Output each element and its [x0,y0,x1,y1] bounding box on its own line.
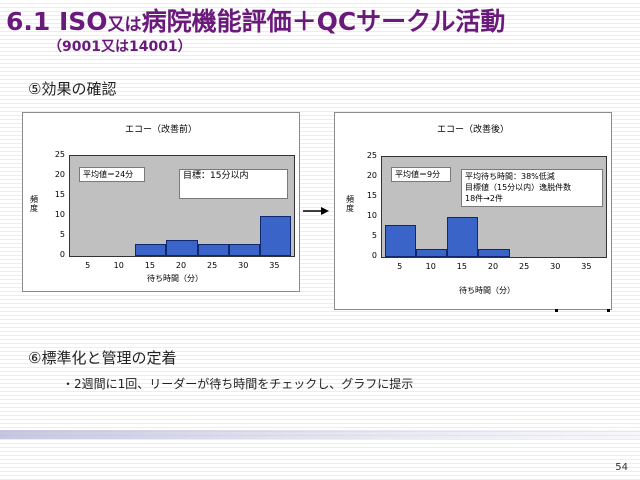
chart-before-xtick: 10 [113,261,124,270]
chart-after-bar [447,217,479,257]
title-connector: 又は [107,15,142,35]
chart-after-ylabel: 頻度 [346,195,354,213]
chart-after-xtick: 35 [581,262,592,271]
chart-before-title: エコー（改善前） [124,125,197,135]
chart-before-bar [197,244,229,256]
chart-after-note-box: 平均待ち時間：38%低減 目標値（15分以内）逸脱件数 18件→2件 [461,169,603,207]
chart-before-target: 目標：15分以内 [183,171,249,181]
chart-before-mean-box: 平均値＝24分 [79,167,145,182]
chart-before-mean: 平均値＝24分 [83,170,134,179]
chart-after-ytick: 20 [366,171,377,180]
chart-before-xtick: 20 [175,261,187,270]
chart-before-ytick: 5 [59,230,65,239]
bullet-item: ・2週間に1回、リーダーが待ち時間をチェックし、グラフに提示 [62,377,414,391]
chart-after-ytick: 15 [366,191,377,200]
chart-after-note-line2: 目標値（15分以内）逸脱件数 [465,183,572,192]
chart-before-panel: エコー（改善前） 頻度 待ち時間（分） 平均値＝24分 目標：15分以内 0 5 1… [22,112,300,292]
chart-after-ytick: 25 [366,151,377,160]
slide-title: 6.1 ISO又は病院機能評価＋QCサークル活動 [6,2,505,38]
chart-after-xtick: 10 [425,262,436,271]
chart-after-xtick: 15 [456,262,467,271]
chart-after-note-line1: 平均待ち時間：38%低減 [465,172,555,181]
chart-after-xtick: 25 [519,262,530,271]
chart-after-xtick: 20 [487,262,499,271]
chart-before-ytick: 10 [54,210,65,219]
chart-after-note-line3: 18件→2件 [465,194,503,203]
chart-after-xlabel: 待ち時間（分） [459,286,515,295]
chart-before-ylabel: 頻度 [30,195,38,213]
chart-before-xtick: 35 [269,261,280,270]
slide-subtitle: （9001又は14001） [48,39,192,55]
chart-after-bar [385,225,417,257]
chart-after-bar [478,249,510,257]
chart-after-ytick: 0 [371,251,377,260]
marker-dot [607,309,610,312]
right-arrow-icon [303,207,329,215]
chart-before-ytick: 20 [54,170,65,179]
page-number: 54 [615,462,628,473]
chart-before-bar [259,216,291,256]
chart-after-xtick: 30 [550,262,561,271]
title-main: 病院機能評価＋QCサークル活動 [141,7,506,36]
chart-after-ytick: 5 [371,231,377,240]
footer-decoration [0,430,640,439]
chart-after-ytick: 10 [366,211,377,220]
chart-after-xtick: 5 [397,262,403,271]
chart-before-ytick: 15 [54,190,65,199]
title-number: 6.1 ISO [6,7,108,36]
chart-before-bar [166,240,198,256]
chart-before-xtick: 15 [144,261,155,270]
chart-after-title: エコー（改善後） [436,125,509,135]
chart-after-bar [416,249,448,257]
chart-before-xtick: 25 [207,261,218,270]
section-standardization: ⑥標準化と管理の定着 [28,349,177,367]
chart-before-bar [228,244,260,256]
chart-before-ytick: 25 [54,150,65,159]
marker-dot [555,309,558,312]
section-effect-check: ⑤効果の確認 [28,80,117,98]
chart-before-xtick: 30 [238,261,249,270]
chart-after-panel: エコー（改善後） 頻度 待ち時間（分） 平均値＝9分 平均待ち時間：38%低減 … [334,112,612,310]
chart-before-ytick: 0 [59,250,65,259]
chart-after-mean-box: 平均値＝9分 [391,167,451,182]
chart-before-bar [135,244,167,256]
chart-before-xtick: 5 [85,261,91,270]
chart-after-mean: 平均値＝9分 [395,170,441,179]
chart-before-target-box: 目標：15分以内 [179,169,288,199]
chart-before-xlabel: 待ち時間（分） [147,274,203,283]
